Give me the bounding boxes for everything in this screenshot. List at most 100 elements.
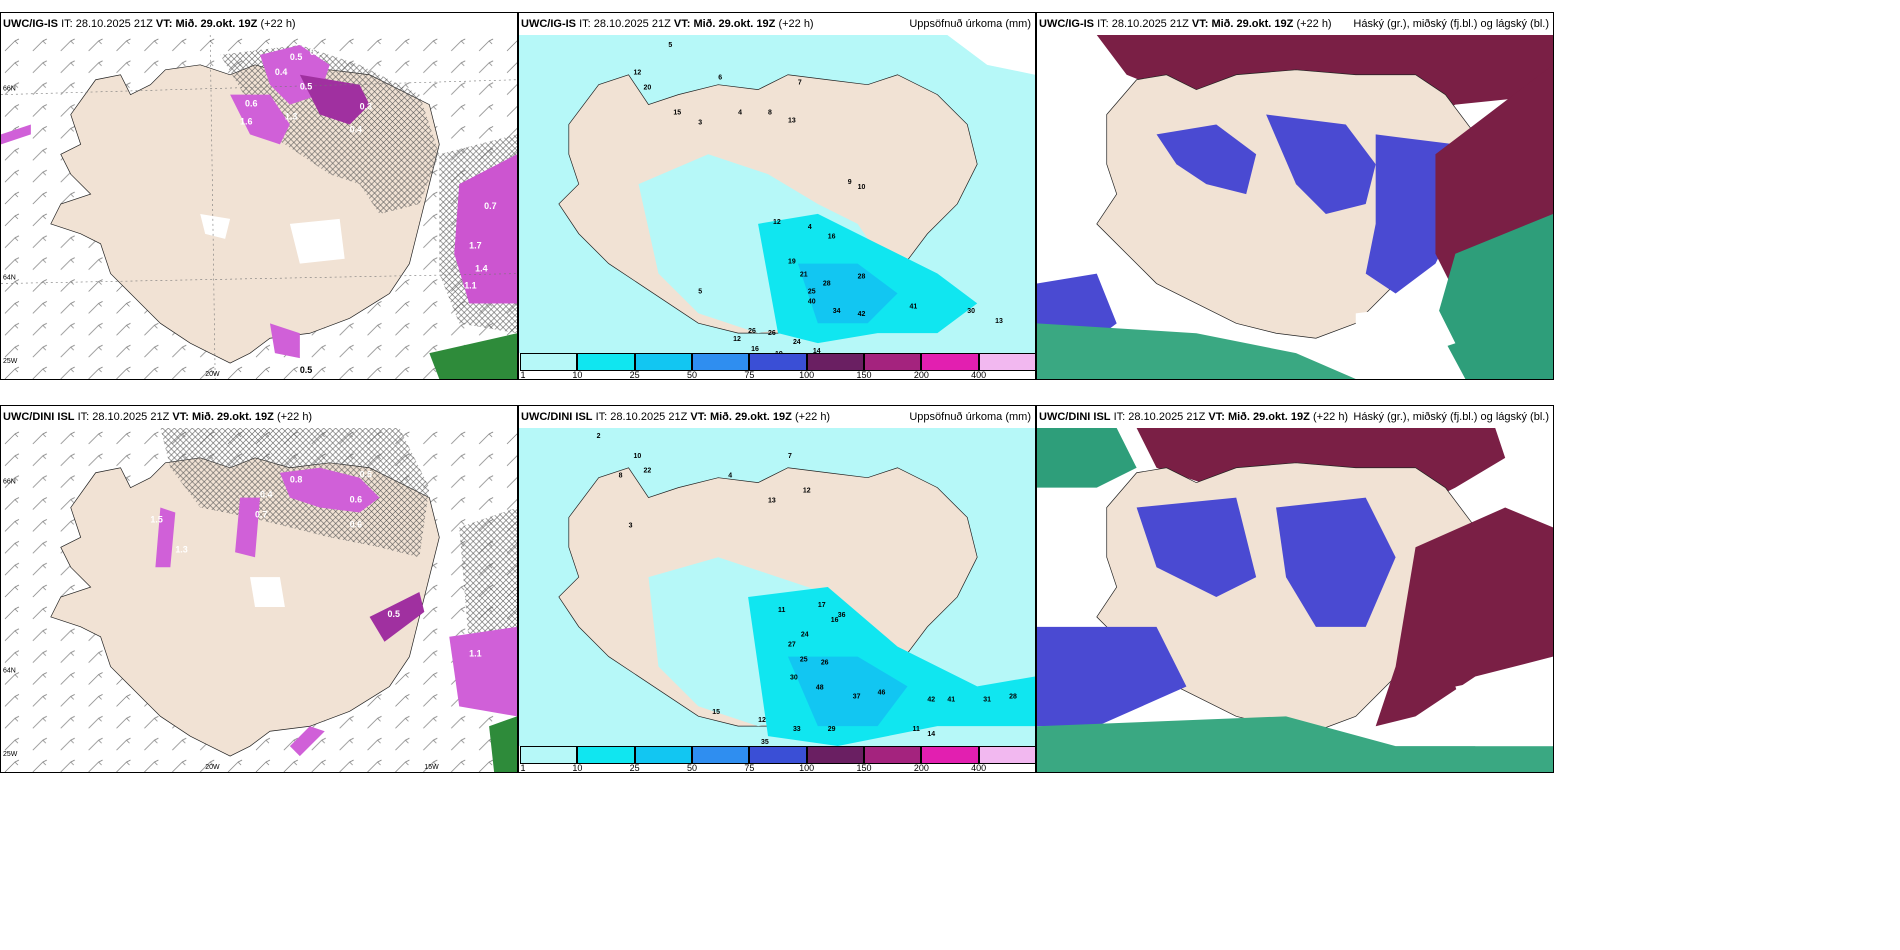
colorbar-swatch — [692, 746, 750, 764]
vt-value: Mið. 29.okt. 19Z — [709, 411, 792, 423]
svg-text:66N: 66N — [3, 479, 16, 486]
field-title: Háský (gr.), miðský (fj.bl.) og lágský (… — [1353, 18, 1549, 30]
colorbar-tick-label: 75 — [744, 763, 755, 773]
colorbar-swatch — [806, 353, 864, 371]
svg-text:13: 13 — [768, 498, 776, 505]
svg-text:64N: 64N — [3, 275, 16, 282]
it-label: IT: — [595, 411, 608, 423]
svg-text:28: 28 — [858, 273, 866, 280]
vt-value: Mið. 29.okt. 19Z — [1227, 411, 1310, 423]
svg-text:1.7: 1.7 — [469, 241, 481, 251]
svg-text:16: 16 — [751, 346, 759, 353]
svg-text:15: 15 — [673, 110, 681, 117]
svg-text:64N: 64N — [3, 668, 16, 675]
svg-text:3: 3 — [629, 522, 633, 529]
precip-values: 5 6 12 20 15 3 4 7 8 13 12 10 5 9 4 19 2… — [634, 42, 1003, 353]
svg-text:1.1: 1.1 — [464, 281, 476, 291]
svg-text:2: 2 — [597, 433, 601, 440]
it-value: 28.10.2025 21Z — [1111, 18, 1189, 30]
it-value: 28.10.2025 21Z — [75, 18, 153, 30]
lead-time: (+22 h) — [276, 411, 313, 423]
svg-text:10: 10 — [634, 453, 642, 460]
svg-text:13: 13 — [788, 117, 796, 124]
panel-bottom-right: UWC/DINI ISL IT: 28.10.2025 21Z VT: Mið.… — [1036, 405, 1554, 773]
svg-text:24: 24 — [801, 632, 809, 639]
colorbar-tick-label: 150 — [856, 370, 872, 380]
lead-time: (+22 h) — [260, 18, 296, 30]
svg-text:26: 26 — [821, 660, 829, 667]
colorbar-tick-label: 100 — [799, 370, 815, 380]
svg-text:7: 7 — [798, 80, 802, 87]
snow-magenta-east — [454, 154, 517, 304]
colorbar-swatch — [577, 353, 635, 371]
colorbar-swatch — [520, 353, 578, 371]
svg-text:1.4: 1.4 — [475, 264, 487, 274]
snow-purple-north — [299, 74, 370, 125]
colorbar-tick-label: 1 — [520, 763, 526, 773]
colorbar-tick-label: 50 — [686, 763, 698, 773]
vt-label: VT: — [155, 18, 173, 30]
grid-labels: 66N 64N 25W 20W — [3, 86, 220, 378]
svg-text:29: 29 — [828, 726, 836, 733]
svg-text:42: 42 — [927, 696, 935, 703]
colorbar-swatch — [978, 353, 1035, 371]
svg-text:12: 12 — [773, 219, 781, 226]
svg-text:13: 13 — [995, 318, 1003, 325]
svg-text:0.6: 0.6 — [350, 495, 362, 505]
svg-text:25: 25 — [800, 657, 808, 664]
panel-header: UWC/IG-IS IT: 28.10.2025 21Z VT: Mið. 29… — [1, 13, 517, 35]
svg-text:14: 14 — [927, 731, 935, 738]
colorbar-swatch — [978, 746, 1035, 764]
glacier-white — [200, 213, 231, 239]
svg-text:20W: 20W — [205, 371, 220, 378]
colorbar-swatch — [921, 353, 979, 371]
it-value: 28.10.2025 21Z — [1128, 411, 1206, 423]
svg-text:0.5: 0.5 — [360, 470, 372, 480]
svg-text:0.8: 0.8 — [290, 475, 302, 485]
colorbar-tick-label: 400 — [971, 763, 987, 773]
field-title: Háský (gr.), miðský (fj.bl.) og lágský (… — [1353, 411, 1549, 423]
it-label: IT: — [1097, 18, 1109, 30]
map-wind-snow: 0.5 0.6 0.8 0.4 1.1 0.7 0.6 1.3 0.5 1.5 … — [1, 428, 517, 772]
colorbar-tick-label: 200 — [913, 370, 929, 380]
colorbar-tick-label: 1 — [520, 370, 526, 380]
panel-header: UWC/DINI ISL IT: 28.10.2025 21Z VT: Mið.… — [519, 406, 1035, 428]
svg-text:25W: 25W — [3, 358, 18, 365]
svg-text:40: 40 — [808, 298, 816, 305]
colorbar: 1 10 25 50 75 100 150 200 400 — [519, 353, 1035, 379]
svg-text:5: 5 — [668, 42, 672, 49]
colorbar-swatch — [864, 746, 922, 764]
svg-text:11: 11 — [912, 726, 919, 733]
colorbar-swatch — [634, 353, 692, 371]
panel-top-left: UWC/IG-IS IT: 28.10.2025 21Z VT: Mið. 29… — [0, 12, 518, 380]
svg-text:1.3: 1.3 — [285, 112, 297, 122]
svg-text:26: 26 — [748, 328, 756, 335]
panel-header: UWC/IG-IS IT: 28.10.2025 21Z VT: Mið. 29… — [1037, 13, 1553, 35]
colorbar-tick-label: 10 — [572, 763, 583, 773]
precip-values: 2 10 22 8 4 13 7 12 3 11 17 16 24 27 25 … — [597, 433, 1017, 746]
svg-text:1.6: 1.6 — [240, 116, 252, 126]
svg-text:8: 8 — [619, 473, 623, 480]
svg-text:28: 28 — [823, 280, 831, 287]
svg-text:36: 36 — [838, 612, 846, 619]
snow-magenta-south — [269, 323, 300, 359]
panel-top-middle: UWC/IG-IS IT: 28.10.2025 21Z VT: Mið. 29… — [518, 12, 1036, 380]
snow-magenta-centre — [230, 94, 290, 145]
svg-text:4: 4 — [738, 110, 742, 117]
lead-time: (+22 h) — [1296, 18, 1332, 30]
svg-text:42: 42 — [858, 311, 866, 318]
colorbar-tick-label: 150 — [856, 763, 872, 773]
svg-text:21: 21 — [800, 271, 808, 278]
svg-text:12: 12 — [733, 336, 741, 343]
it-value: 28.10.2025 21Z — [92, 411, 170, 423]
map-precip: 5 6 12 20 15 3 4 7 8 13 12 10 5 9 4 19 2… — [519, 35, 1035, 353]
lead-time: (+22 h) — [794, 411, 831, 423]
svg-text:30: 30 — [967, 308, 975, 315]
model-name: UWC/IG-IS — [521, 18, 576, 30]
colorbar-swatch — [864, 353, 922, 371]
svg-text:48: 48 — [816, 684, 824, 691]
svg-text:0.5: 0.5 — [388, 609, 400, 619]
svg-text:1.3: 1.3 — [175, 544, 187, 554]
grid-labels: 66N 64N 25W 20W 15W — [3, 479, 439, 771]
map-clouds — [1037, 35, 1553, 379]
